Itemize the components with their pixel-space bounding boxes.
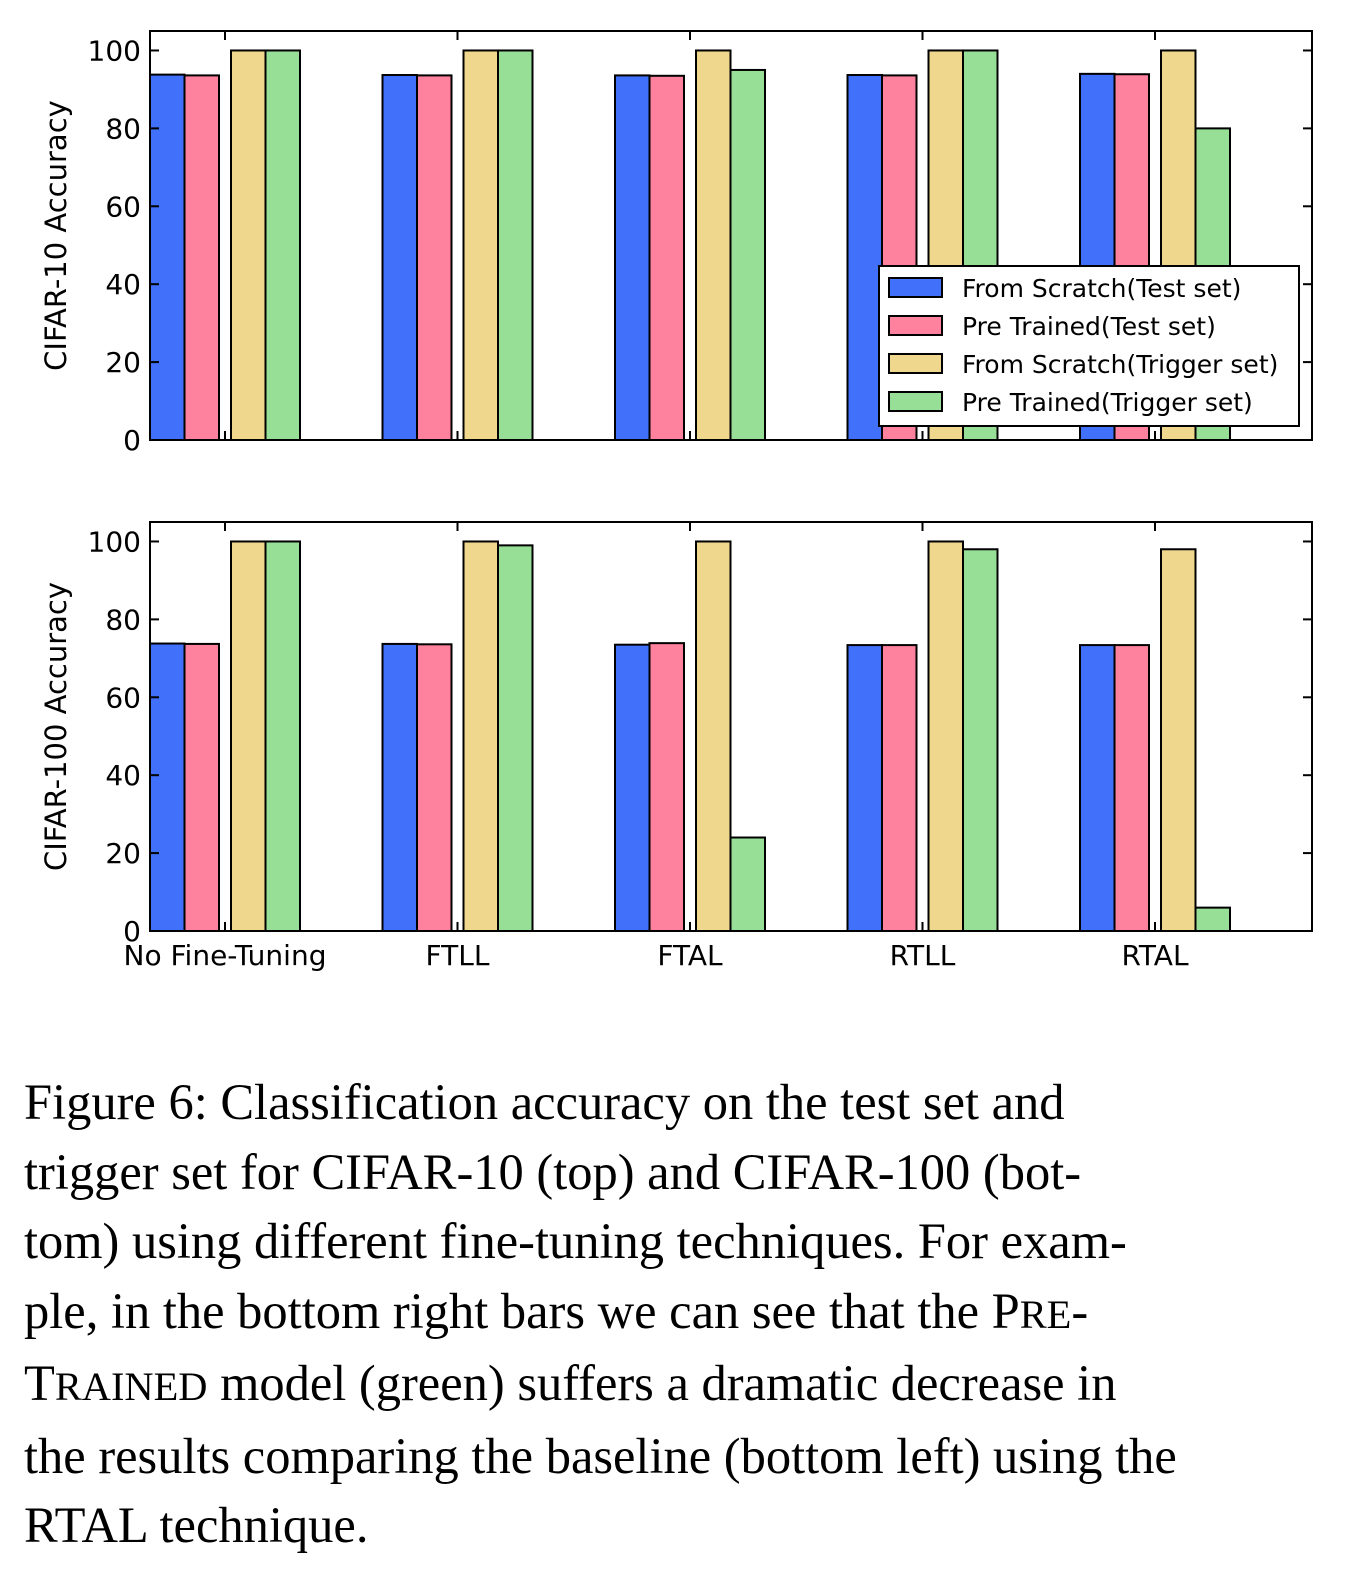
bar	[846, 74, 883, 441]
caption-text: ple, in the bottom right bars we can see…	[24, 1282, 1020, 1339]
caption-line: TRAINED model (green) suffers a dramatic…	[24, 1349, 1332, 1422]
legend-swatch	[888, 353, 943, 374]
bar	[846, 644, 883, 932]
bar	[230, 540, 267, 932]
caption-line: Figure 6: Classification accuracy on the…	[24, 1074, 1065, 1130]
y-tick-label: 60	[105, 681, 141, 714]
bar	[416, 74, 453, 442]
bar	[497, 49, 534, 441]
legend-box	[878, 265, 1300, 427]
y-tick-label: 20	[105, 346, 141, 379]
bar	[1113, 644, 1150, 932]
legend-label: From Scratch(Trigger set)	[962, 350, 1278, 379]
plot-frame	[149, 30, 1313, 441]
y-tick-label: 0	[123, 424, 141, 457]
bar	[381, 74, 418, 441]
bar	[497, 544, 534, 932]
bar	[648, 642, 685, 932]
bar	[183, 642, 220, 932]
bar	[695, 49, 732, 441]
bar	[149, 73, 186, 441]
legend-swatch	[888, 277, 943, 298]
x-tick-label: RTAL	[1121, 939, 1189, 972]
y-tick-label: 20	[105, 837, 141, 870]
figure-charts: 0 20 40 60 80 100 CIFAR-10 Accuracy From Scratc…	[39, 30, 1313, 972]
caption-smallcaps: RAINED	[54, 1364, 208, 1409]
bar	[149, 642, 186, 932]
y-axis-title: CIFAR-10 Accuracy	[39, 100, 73, 371]
caption-text: T	[24, 1355, 55, 1411]
legend-swatch	[888, 391, 943, 412]
bar	[183, 74, 220, 442]
bar	[264, 49, 301, 441]
y-tick-label: 60	[105, 190, 141, 223]
bar	[614, 643, 651, 932]
bar	[462, 49, 499, 441]
legend-label: Pre Trained(Test set)	[962, 312, 1216, 341]
caption-text: -	[1071, 1282, 1089, 1339]
y-tick-label: 0	[123, 915, 141, 948]
bar	[462, 540, 499, 932]
x-tick-label: FTLL	[426, 939, 490, 972]
bar	[416, 643, 453, 932]
bar	[695, 540, 732, 932]
bar	[648, 74, 685, 442]
y-axis-title: CIFAR-100 Accuracy	[39, 582, 73, 871]
y-tick-label: 40	[105, 268, 141, 301]
figure-caption: Figure 6: Classification accuracy on the…	[24, 1068, 1332, 1561]
caption-line: the results comparing the baseline (bott…	[24, 1427, 1177, 1484]
y-tick-label: 80	[105, 603, 141, 636]
bar	[927, 540, 964, 932]
y-tick-label: 100	[88, 34, 141, 67]
bar	[614, 74, 651, 442]
bar	[962, 548, 999, 932]
caption-text: model (green) suffers a dramatic decreas…	[207, 1355, 1117, 1411]
bar	[1079, 644, 1116, 932]
plot-frame	[149, 521, 1313, 932]
bar	[729, 68, 766, 441]
legend-swatch	[888, 315, 943, 336]
y-tick-label: 40	[105, 759, 141, 792]
bar	[381, 642, 418, 932]
bar	[230, 49, 267, 441]
caption-smallcaps: RE	[1019, 1291, 1072, 1337]
y-tick-label: 100	[88, 525, 141, 558]
x-tick-label: RTLL	[890, 939, 956, 972]
caption-line: tom) using different fine-tuning techniq…	[24, 1213, 1127, 1269]
x-tick-label: FTAL	[657, 939, 723, 972]
bar	[729, 836, 766, 932]
x-tick-label: No Fine-Tuning	[124, 939, 327, 972]
bar	[1160, 548, 1197, 932]
legend-label: From Scratch(Test set)	[962, 274, 1241, 303]
caption-line: RTAL technique.	[24, 1497, 369, 1553]
legend-label: Pre Trained(Trigger set)	[962, 388, 1253, 417]
caption-line: ple, in the bottom right bars we can see…	[24, 1277, 1332, 1350]
bar	[264, 540, 301, 932]
bar	[881, 644, 918, 932]
caption-line: trigger set for CIFAR-10 (top) and CIFAR…	[24, 1143, 1082, 1200]
y-tick-label: 80	[105, 112, 141, 145]
bar	[1194, 906, 1231, 933]
